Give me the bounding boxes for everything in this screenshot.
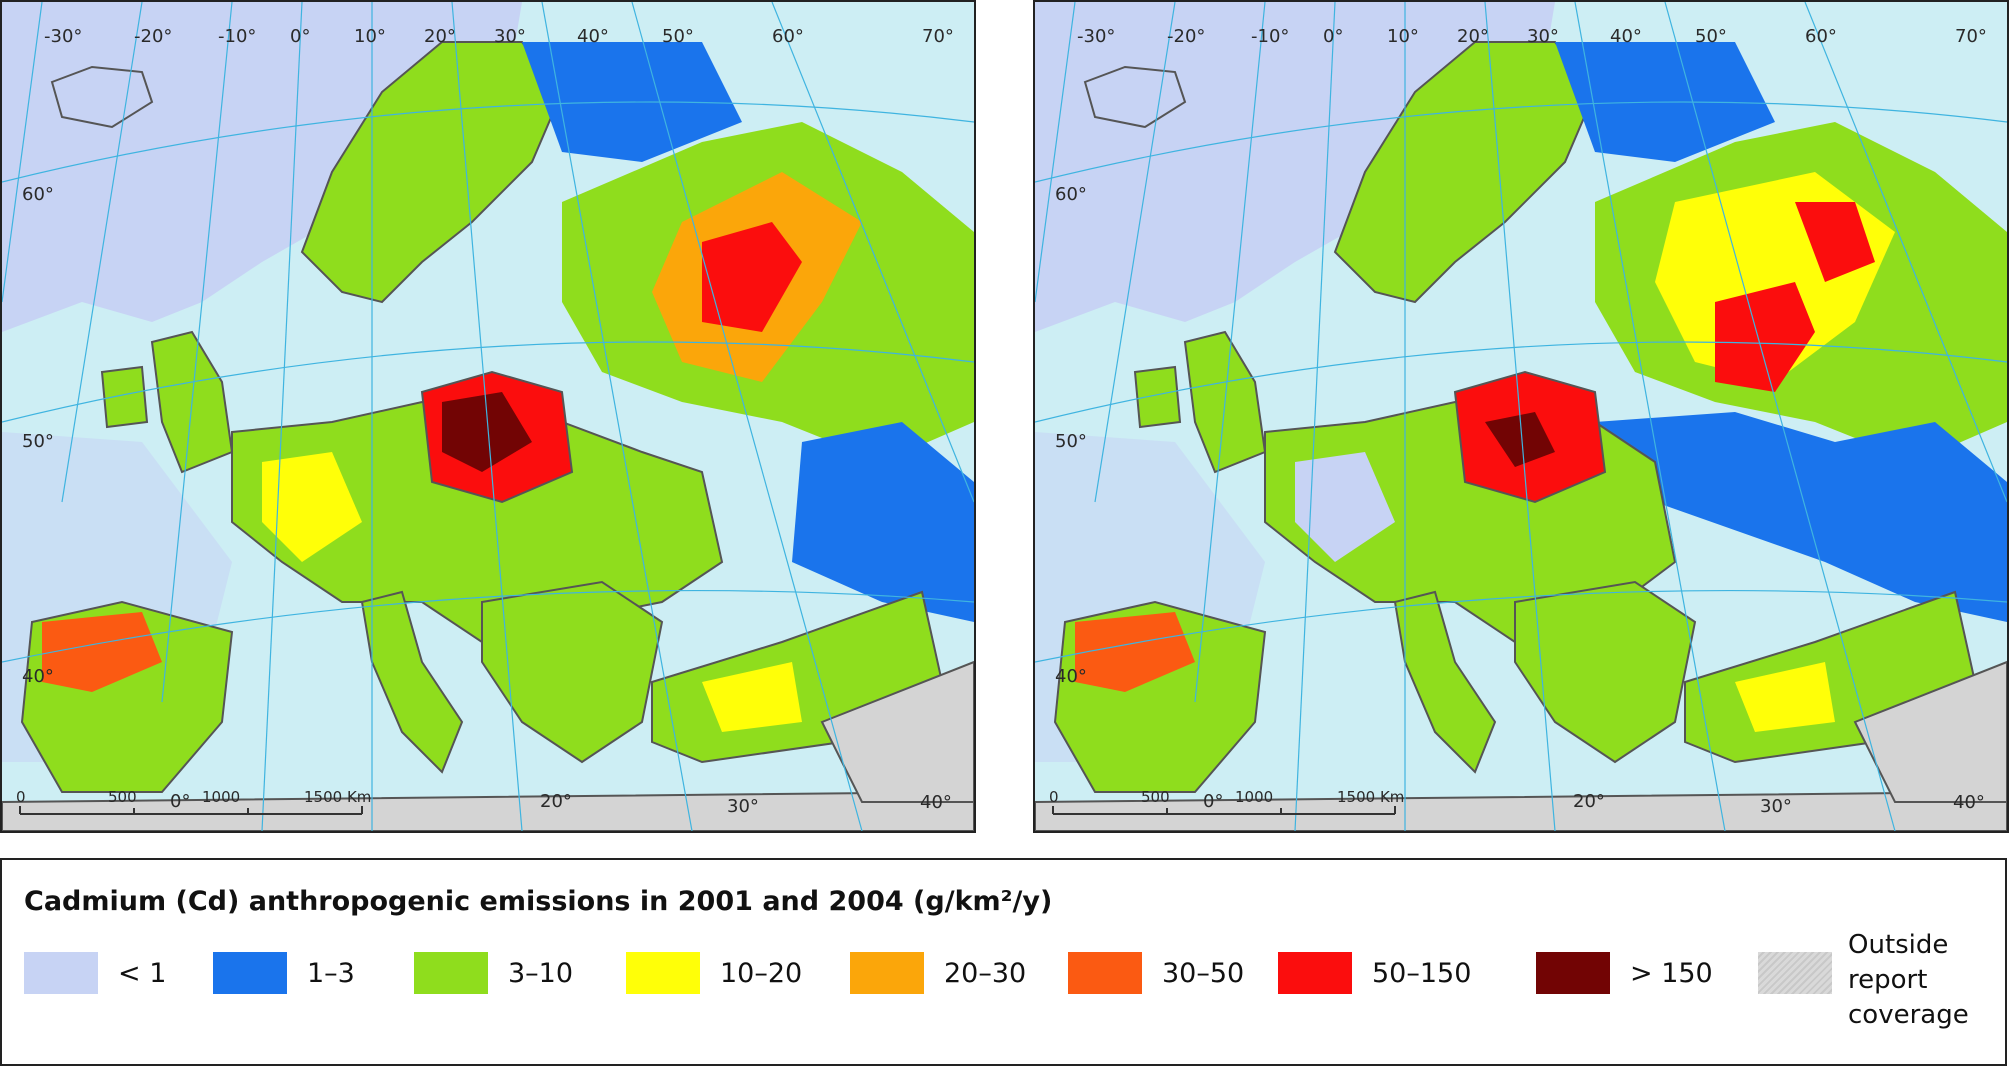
scale-label: 1500 Km: [1337, 788, 1404, 806]
legend-label: 30–50: [1162, 958, 1245, 989]
lon-label-bottom: 40°: [1953, 792, 1985, 813]
lon-label-bottom: 30°: [1760, 796, 1792, 817]
ireland: [1133, 365, 1182, 429]
lon-label: 70°: [922, 26, 954, 47]
lon-label: -10°: [218, 26, 256, 47]
legend-label-outside: Outside report coverage: [1848, 928, 1969, 1033]
scale-bar: 0 500 1000 1500 Km: [1049, 788, 1404, 815]
iceland: [50, 65, 154, 129]
middle-east: [1853, 660, 2007, 803]
lon-label: -30°: [44, 26, 82, 47]
lon-label: 30°: [1527, 26, 1559, 47]
balkans: [1514, 580, 1697, 764]
lon-label-bottom: 0°: [1203, 791, 1223, 812]
france-zone: [1295, 452, 1395, 562]
lat-label: 50°: [1055, 431, 1087, 452]
ireland: [100, 365, 149, 429]
lat-label: 50°: [22, 431, 54, 452]
lon-label: 0°: [1323, 26, 1343, 47]
russia-peak-zone-2: [1795, 202, 1875, 282]
legend-title: Cadmium (Cd) anthropogenic emissions in …: [24, 886, 1053, 917]
lon-label: 40°: [1610, 26, 1642, 47]
lon-label: 30°: [494, 26, 526, 47]
lon-label: 60°: [772, 26, 804, 47]
balkans: [481, 580, 664, 764]
lon-label-bottom: 40°: [920, 792, 952, 813]
lon-label: 50°: [1695, 26, 1727, 47]
legend-label: 3–10: [508, 958, 574, 989]
lon-label: 10°: [354, 26, 386, 47]
map-2001: -30° -20° -10° 0° 10° 20° 30° 40° 50° 60…: [0, 0, 976, 833]
ukraine-region: [792, 422, 974, 622]
scale-bar: 0 500 1000 1500 Km: [16, 788, 371, 815]
legend-label: 10–20: [720, 958, 803, 989]
scale-label: 1500 Km: [304, 788, 371, 806]
legend-swatch: [626, 952, 700, 994]
legend-swatch-outside: [1758, 952, 1832, 994]
lon-label: 70°: [1955, 26, 1987, 47]
iberia-north-zone: [1075, 612, 1195, 692]
map-2001-svg: -30° -20° -10° 0° 10° 20° 30° 40° 50° 60…: [2, 2, 974, 831]
lon-label: 20°: [1457, 26, 1489, 47]
legend: Cadmium (Cd) anthropogenic emissions in …: [0, 858, 2007, 1066]
legend-swatch: [213, 952, 287, 994]
legend-label: 50–150: [1372, 958, 1472, 989]
lon-label: 20°: [424, 26, 456, 47]
graticule: [2, 2, 974, 831]
lon-label: 50°: [662, 26, 694, 47]
scale-label: 0: [16, 788, 26, 806]
map-2004-svg: -30° -20° -10° 0° 10° 20° 30° 40° 50° 60…: [1035, 2, 2007, 831]
legend-swatch: [24, 952, 98, 994]
middle-east: [820, 660, 974, 803]
legend-label: > 150: [1630, 958, 1713, 989]
map-2004: -30° -20° -10° 0° 10° 20° 30° 40° 50° 60…: [1033, 0, 2009, 833]
russia-peak-zone: [702, 222, 802, 332]
legend-label: 1–3: [307, 958, 355, 989]
lon-label: -10°: [1251, 26, 1289, 47]
lon-label-bottom: 20°: [1573, 791, 1605, 812]
legend-label-line: coverage: [1848, 1000, 1969, 1030]
russia-peak-zone: [1715, 282, 1815, 392]
iceland: [1083, 65, 1187, 129]
lon-label: -20°: [1167, 26, 1205, 47]
legend-swatch: [414, 952, 488, 994]
legend-label-line: report: [1848, 965, 1928, 995]
lat-label: 60°: [1055, 184, 1087, 205]
scale-label: 500: [1141, 788, 1170, 806]
lat-label: 40°: [22, 666, 54, 687]
lat-label: 40°: [1055, 666, 1087, 687]
lat-label: 60°: [22, 184, 54, 205]
lon-label: -20°: [134, 26, 172, 47]
legend-swatch: [850, 952, 924, 994]
lon-label-bottom: 0°: [170, 791, 190, 812]
lon-label: 0°: [290, 26, 310, 47]
legend-swatch: [1278, 952, 1352, 994]
lon-label: -30°: [1077, 26, 1115, 47]
lon-label: 40°: [577, 26, 609, 47]
scale-label: 1000: [202, 788, 240, 806]
scale-label: 0: [1049, 788, 1059, 806]
turkey-zone: [1735, 662, 1835, 732]
france-zone: [262, 452, 362, 562]
legend-swatch: [1536, 952, 1610, 994]
legend-label: < 1: [118, 958, 167, 989]
legend-swatch: [1068, 952, 1142, 994]
poland-peak: [442, 392, 532, 472]
legend-label-line: Outside: [1848, 930, 1949, 960]
lon-label-bottom: 30°: [727, 796, 759, 817]
lon-label-bottom: 20°: [540, 791, 572, 812]
lon-label: 60°: [1805, 26, 1837, 47]
east-europe-region: [1595, 412, 2007, 622]
scale-label: 1000: [1235, 788, 1273, 806]
lon-label: 10°: [1387, 26, 1419, 47]
turkey-zone: [702, 662, 802, 732]
north-africa: [1035, 790, 2007, 831]
legend-label: 20–30: [944, 958, 1027, 989]
graticule: [1035, 2, 2007, 831]
iberia-north-zone: [42, 612, 162, 692]
poland-peak: [1485, 412, 1555, 467]
north-africa: [2, 790, 974, 831]
scale-label: 500: [108, 788, 137, 806]
